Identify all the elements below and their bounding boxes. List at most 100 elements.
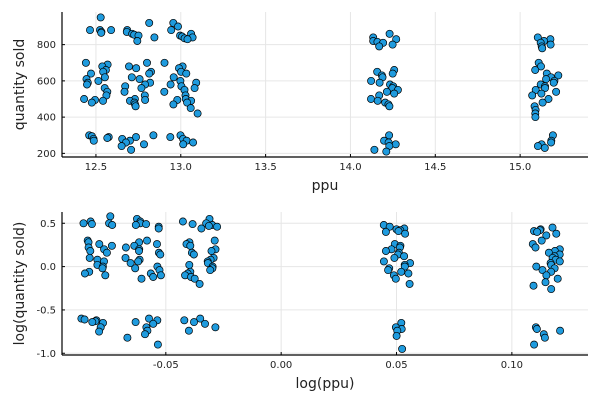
data-point [182, 69, 191, 78]
data-point [541, 278, 550, 287]
data-point [145, 69, 154, 78]
data-point [156, 271, 165, 280]
data-point [153, 340, 162, 349]
grid [62, 12, 588, 157]
data-point [103, 134, 112, 142]
data-point [554, 71, 563, 80]
data-point [552, 229, 561, 238]
x-tick-label: 14.5 [424, 162, 446, 173]
data-point [531, 85, 540, 94]
data-point [190, 274, 199, 283]
data-point [183, 35, 192, 44]
x-tick-label: 13.5 [254, 162, 276, 173]
data-point [207, 247, 216, 255]
grid [62, 212, 588, 355]
data-point [95, 327, 104, 336]
data-point [174, 22, 182, 31]
data-point [120, 87, 129, 96]
x-tick-label: 13.0 [170, 162, 192, 173]
data-point [404, 269, 413, 278]
y-axis-label: log(quantity sold) [12, 222, 28, 346]
data-point [528, 91, 537, 100]
data-point [107, 241, 116, 250]
data-point [542, 271, 551, 280]
data-point [538, 266, 547, 275]
data-point [537, 236, 546, 245]
data-point [553, 274, 562, 283]
data-point [397, 267, 406, 276]
scatter-series [77, 212, 565, 353]
data-point [87, 220, 96, 229]
data-point [94, 76, 103, 85]
data-point [160, 87, 169, 96]
data-point [196, 314, 205, 323]
data-point [532, 262, 541, 271]
x-tick-label: -0.05 [153, 360, 179, 371]
data-point [126, 259, 135, 268]
data-point [533, 227, 542, 236]
data-point [186, 241, 195, 250]
x-tick-label: 14.0 [339, 162, 361, 173]
data-point [190, 318, 198, 327]
data-point [97, 28, 106, 37]
y-tick-label: 600 [37, 76, 56, 87]
data-point [392, 35, 401, 44]
x-axis-label: log(ppu) [296, 376, 355, 392]
data-point [83, 80, 91, 89]
data-point [193, 109, 202, 118]
data-point [388, 40, 397, 49]
data-point [391, 274, 400, 283]
data-point [213, 222, 222, 231]
data-point [384, 266, 393, 275]
data-point [197, 224, 206, 233]
data-point [375, 78, 384, 87]
data-point [131, 318, 140, 327]
data-point [167, 26, 176, 35]
data-point [96, 13, 105, 22]
data-point [156, 250, 165, 259]
data-point [88, 318, 97, 327]
data-point [149, 131, 158, 140]
data-point [133, 37, 142, 45]
data-point [166, 133, 175, 142]
data-point [206, 266, 215, 275]
data-point [531, 243, 540, 252]
data-point [379, 257, 388, 266]
data-point [142, 220, 151, 229]
data-point [100, 73, 109, 82]
data-point [184, 326, 193, 335]
data-point [556, 326, 565, 335]
data-point [530, 340, 539, 349]
data-point [398, 344, 407, 353]
data-point [370, 145, 379, 154]
data-point [381, 247, 390, 255]
data-point [537, 62, 545, 71]
y-tick-label: 0.5 [40, 219, 56, 230]
data-point [529, 281, 538, 290]
data-point [134, 257, 143, 266]
data-point [541, 84, 549, 93]
data-point [382, 87, 391, 96]
data-point [367, 95, 375, 103]
data-point [135, 75, 144, 84]
data-point [533, 142, 542, 151]
data-point [153, 240, 161, 249]
data-point [555, 257, 564, 266]
data-point [211, 323, 220, 332]
y-tick-label: -0.5 [36, 305, 56, 316]
data-point [188, 220, 197, 229]
data-point [537, 89, 546, 98]
data-point [405, 279, 414, 288]
data-point [549, 78, 558, 87]
data-point [540, 333, 549, 342]
data-point [154, 224, 163, 233]
data-point [106, 212, 115, 221]
data-point [547, 138, 556, 147]
data-point [547, 285, 556, 294]
data-point [125, 62, 133, 71]
data-point [178, 217, 187, 226]
data-point [99, 96, 107, 105]
data-point [107, 26, 116, 35]
data-point [390, 89, 399, 98]
